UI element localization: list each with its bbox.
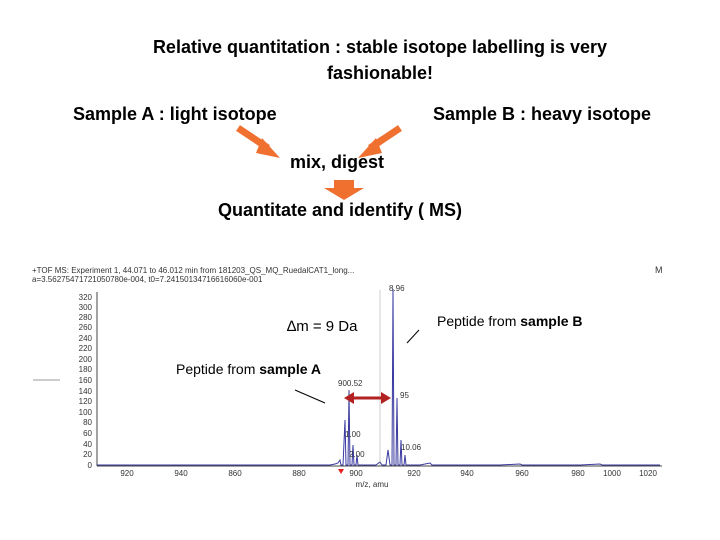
y-tick: 20 bbox=[83, 450, 92, 459]
y-tick: 300 bbox=[79, 303, 93, 312]
x-tick: 960 bbox=[515, 469, 529, 478]
y-tick: 40 bbox=[83, 440, 92, 449]
peak-label-heavy-small: 10.06 bbox=[401, 443, 422, 452]
x-axis-label: m/z, amu bbox=[356, 480, 389, 489]
delta-symbol: ∆ bbox=[287, 318, 297, 335]
axis-marker bbox=[338, 469, 344, 474]
x-tick: 940 bbox=[174, 469, 188, 478]
y-tick: 260 bbox=[79, 323, 93, 332]
pointer-line-sample-b bbox=[406, 329, 420, 344]
peptide-a-prefix: Peptide from bbox=[176, 361, 260, 377]
peak-label-light-small: 1.00 bbox=[345, 430, 361, 439]
y-tick: 60 bbox=[83, 429, 92, 438]
y-tick: 0 bbox=[88, 461, 93, 470]
slide-title-line2: fashionable! bbox=[326, 63, 433, 83]
arrow-b-to-mix bbox=[358, 125, 402, 158]
y-tick: 160 bbox=[79, 376, 93, 385]
x-tick: 1000 bbox=[603, 469, 621, 478]
y-axis-ticks: 320 300 280 260 240 220 200 180 160 140 … bbox=[79, 293, 93, 470]
peak-label-base-small: 2.00 bbox=[349, 450, 365, 459]
y-tick: 120 bbox=[79, 397, 93, 406]
x-tick: 860 bbox=[228, 469, 242, 478]
x-tick: 1020 bbox=[639, 469, 657, 478]
slide-title: Relative quantitation : stable isotope l… bbox=[0, 34, 720, 86]
x-tick: 920 bbox=[120, 469, 134, 478]
x-tick: 920 bbox=[407, 469, 421, 478]
peptide-b-label: Peptide from sample B bbox=[437, 313, 583, 329]
spectrum-corner-label: M bbox=[655, 265, 663, 275]
sample-a-label: Sample A : light isotope bbox=[73, 104, 277, 124]
y-tick: 100 bbox=[79, 408, 93, 417]
x-tick: 900 bbox=[349, 469, 363, 478]
mass-difference-arrow bbox=[344, 392, 391, 404]
delta-mass-label: ∆m = 9 Da bbox=[287, 318, 357, 335]
x-tick: 940 bbox=[460, 469, 474, 478]
y-tick: 280 bbox=[79, 313, 93, 322]
delta-text: m = 9 Da bbox=[296, 318, 358, 335]
y-tick: 200 bbox=[79, 355, 93, 364]
spectrum-header-line2: a=3.56275471721050780e-004, t0=7.2415013… bbox=[32, 275, 263, 284]
slide-title-line1: Relative quantitation : stable isotope l… bbox=[152, 37, 608, 57]
peak-label-heavy: 95 bbox=[400, 391, 409, 400]
x-tick: 880 bbox=[292, 469, 306, 478]
y-tick: 140 bbox=[79, 387, 93, 396]
sample-b-label: Sample B : heavy isotope bbox=[433, 104, 652, 124]
peptide-b-prefix: Peptide from bbox=[437, 313, 521, 329]
peak-label-light: 900.52 bbox=[338, 379, 363, 388]
spectrum-peaks bbox=[97, 288, 660, 466]
y-tick: 80 bbox=[83, 418, 92, 427]
pointer-line-sample-a bbox=[294, 389, 326, 404]
x-axis-ticks: 920 940 860 880 900 920 940 960 980 1000… bbox=[120, 469, 657, 489]
x-tick: 980 bbox=[571, 469, 585, 478]
arrow-a-to-mix bbox=[236, 125, 280, 158]
peptide-a-label: Peptide from sample A bbox=[176, 361, 321, 377]
y-tick: 320 bbox=[79, 293, 93, 302]
y-tick: 220 bbox=[79, 344, 93, 353]
spectrum-axes bbox=[33, 292, 662, 467]
spectrum-header-line1: +TOF MS: Experiment 1, 44.071 to 46.012 … bbox=[32, 266, 354, 275]
peptide-b-sample: sample B bbox=[520, 313, 583, 329]
peptide-a-sample: sample A bbox=[259, 361, 321, 377]
quantitate-label: Quantitate and identify ( MS) bbox=[218, 200, 463, 220]
peak-label-heavy-top: 8.96 bbox=[389, 284, 405, 293]
arrow-mix-to-quant bbox=[324, 180, 364, 200]
y-tick: 240 bbox=[79, 334, 93, 343]
y-tick: 180 bbox=[79, 365, 93, 374]
